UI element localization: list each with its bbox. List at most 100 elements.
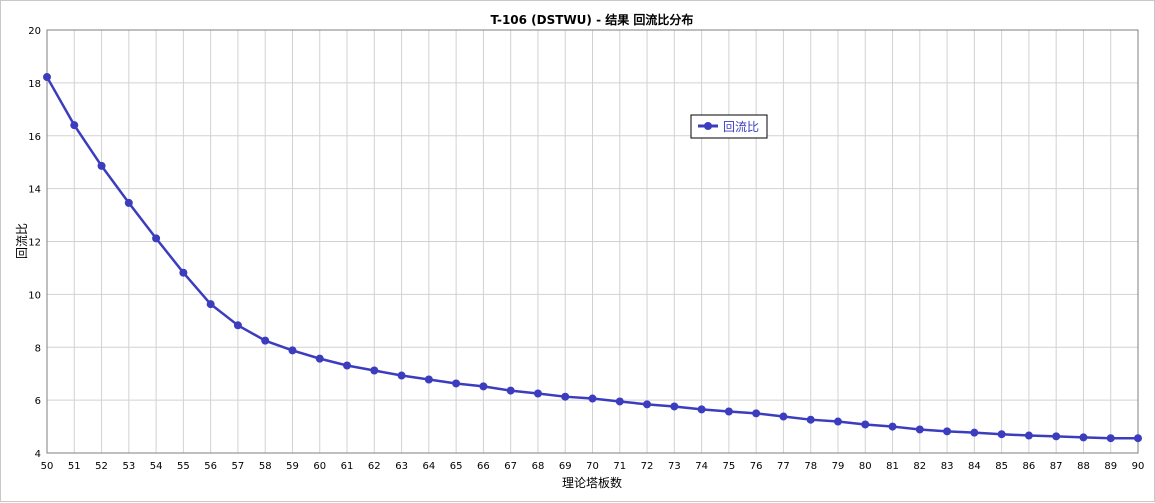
y-tick-label: 14 bbox=[28, 185, 41, 196]
x-tick-label: 56 bbox=[204, 461, 217, 472]
x-tick-label: 52 bbox=[95, 461, 108, 472]
x-tick-label: 88 bbox=[1077, 461, 1090, 472]
x-tick-label: 57 bbox=[232, 461, 245, 472]
y-tick-label: 6 bbox=[35, 396, 41, 407]
data-point bbox=[643, 400, 652, 409]
data-point bbox=[506, 386, 515, 395]
x-tick-label: 76 bbox=[750, 461, 763, 472]
x-tick-label: 83 bbox=[941, 461, 954, 472]
data-point bbox=[206, 300, 215, 309]
x-tick-label: 90 bbox=[1132, 461, 1145, 472]
x-tick-label: 71 bbox=[613, 461, 626, 472]
x-tick-label: 84 bbox=[968, 461, 981, 472]
data-point bbox=[806, 415, 815, 424]
data-point bbox=[724, 407, 733, 416]
x-tick-label: 78 bbox=[804, 461, 817, 472]
x-tick-label: 62 bbox=[368, 461, 381, 472]
data-point bbox=[970, 428, 979, 437]
legend-marker bbox=[704, 122, 712, 130]
legend: 回流比 bbox=[690, 114, 768, 139]
x-tick-label: 70 bbox=[586, 461, 599, 472]
data-point bbox=[997, 430, 1006, 439]
data-point bbox=[533, 389, 542, 398]
x-tick-label: 72 bbox=[641, 461, 654, 472]
x-tick-label: 79 bbox=[832, 461, 845, 472]
data-point bbox=[1079, 433, 1088, 442]
data-point bbox=[124, 198, 133, 207]
data-point bbox=[752, 409, 761, 418]
x-tick-label: 59 bbox=[286, 461, 299, 472]
y-tick-label: 18 bbox=[28, 79, 41, 90]
x-tick-label: 69 bbox=[559, 461, 572, 472]
data-point bbox=[261, 336, 270, 345]
data-point bbox=[70, 121, 79, 130]
data-point bbox=[915, 425, 924, 434]
axis-ticks: 50 51 52 53 54 55 56 57 58 59 60 61 62 63 64 65 66 67 68 69… bbox=[28, 26, 1144, 472]
data-point bbox=[370, 366, 379, 375]
y-axis-label: 回流比 bbox=[15, 223, 29, 259]
y-tick-label: 12 bbox=[28, 238, 41, 249]
data-point bbox=[779, 412, 788, 421]
x-tick-label: 66 bbox=[477, 461, 490, 472]
chart-title: T-106 (DSTWU) - 结果 回流比分布 bbox=[491, 12, 694, 27]
x-tick-label: 77 bbox=[777, 461, 790, 472]
data-point bbox=[697, 405, 706, 414]
data-point bbox=[152, 234, 161, 243]
x-tick-label: 86 bbox=[1023, 461, 1036, 472]
x-tick-label: 64 bbox=[422, 461, 435, 472]
x-tick-label: 80 bbox=[859, 461, 872, 472]
data-point bbox=[233, 321, 242, 330]
x-tick-label: 60 bbox=[313, 461, 326, 472]
data-point bbox=[943, 427, 952, 436]
x-tick-label: 54 bbox=[150, 461, 163, 472]
y-tick-label: 10 bbox=[28, 290, 41, 301]
x-tick-label: 87 bbox=[1050, 461, 1063, 472]
data-point bbox=[670, 402, 679, 411]
data-point bbox=[615, 397, 624, 406]
y-tick-label: 8 bbox=[35, 343, 41, 354]
x-axis-label: 理论塔板数 bbox=[562, 475, 622, 490]
data-point bbox=[1052, 432, 1061, 441]
data-point bbox=[479, 382, 488, 391]
data-point bbox=[888, 422, 897, 431]
data-point bbox=[452, 379, 461, 388]
data-point bbox=[561, 392, 570, 401]
y-tick-label: 4 bbox=[35, 449, 41, 460]
x-tick-label: 81 bbox=[886, 461, 899, 472]
x-tick-label: 82 bbox=[913, 461, 926, 472]
data-point bbox=[588, 394, 597, 403]
data-point bbox=[861, 420, 870, 429]
data-point bbox=[424, 375, 433, 384]
y-tick-label: 16 bbox=[28, 132, 41, 143]
x-tick-label: 61 bbox=[341, 461, 354, 472]
x-tick-label: 68 bbox=[532, 461, 545, 472]
legend-box bbox=[690, 114, 768, 139]
data-point bbox=[1134, 434, 1142, 443]
x-tick-label: 58 bbox=[259, 461, 272, 472]
x-tick-label: 50 bbox=[41, 461, 54, 472]
x-tick-label: 89 bbox=[1104, 461, 1117, 472]
x-tick-label: 85 bbox=[995, 461, 1008, 472]
x-tick-label: 63 bbox=[395, 461, 408, 472]
data-point bbox=[397, 371, 406, 380]
plot-border bbox=[46, 29, 1139, 454]
x-tick-label: 67 bbox=[504, 461, 517, 472]
data-point bbox=[1024, 431, 1033, 440]
y-tick-label: 20 bbox=[28, 26, 41, 37]
data-point bbox=[288, 346, 297, 355]
x-tick-label: 51 bbox=[68, 461, 81, 472]
x-tick-label: 55 bbox=[177, 461, 190, 472]
data-point bbox=[179, 268, 188, 277]
data-point bbox=[43, 73, 51, 82]
data-point bbox=[315, 354, 324, 363]
data-point bbox=[833, 417, 842, 426]
x-tick-label: 53 bbox=[122, 461, 135, 472]
data-point bbox=[343, 361, 352, 370]
x-tick-label: 73 bbox=[668, 461, 681, 472]
data-point bbox=[1106, 434, 1115, 443]
x-tick-label: 74 bbox=[695, 461, 708, 472]
grid bbox=[46, 29, 1139, 454]
data-point bbox=[97, 161, 106, 170]
